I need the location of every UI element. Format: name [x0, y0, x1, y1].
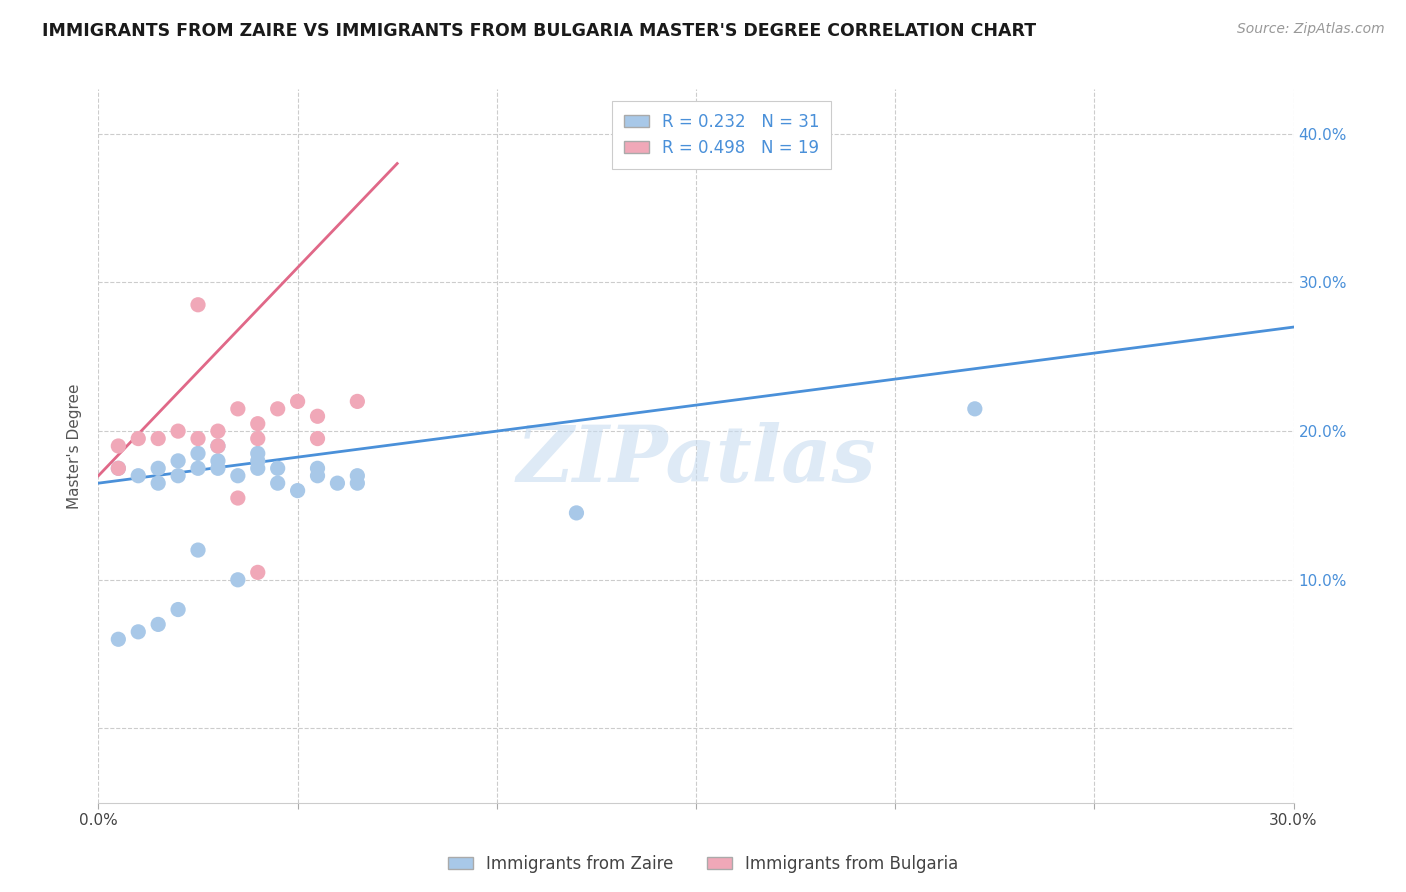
Point	[107, 439, 129, 453]
Legend: R = 0.232   N = 31, R = 0.498   N = 19: R = 0.232 N = 31, R = 0.498 N = 19	[612, 101, 831, 169]
Point	[246, 566, 269, 580]
Point	[187, 543, 209, 558]
Text: IMMIGRANTS FROM ZAIRE VS IMMIGRANTS FROM BULGARIA MASTER'S DEGREE CORRELATION CH: IMMIGRANTS FROM ZAIRE VS IMMIGRANTS FROM…	[42, 22, 1036, 40]
Point	[246, 446, 269, 460]
Point	[226, 401, 249, 416]
Point	[287, 483, 309, 498]
Point	[346, 476, 368, 491]
Point	[207, 424, 229, 438]
Point	[167, 454, 190, 468]
Point	[226, 468, 249, 483]
Point	[207, 439, 229, 453]
Point	[207, 454, 229, 468]
Point	[246, 432, 269, 446]
Point	[148, 617, 170, 632]
Point	[267, 461, 290, 475]
Point	[107, 461, 129, 475]
Point	[346, 468, 368, 483]
Point	[148, 476, 170, 491]
Point	[307, 409, 329, 424]
Point	[187, 298, 209, 312]
Point	[167, 602, 190, 616]
Point	[246, 417, 269, 431]
Point	[148, 432, 170, 446]
Point	[246, 454, 269, 468]
Point	[246, 461, 269, 475]
Y-axis label: Master's Degree: Master's Degree	[67, 384, 83, 508]
Point	[287, 394, 309, 409]
Point	[167, 468, 190, 483]
Point	[267, 401, 290, 416]
Point	[226, 573, 249, 587]
Point	[565, 506, 588, 520]
Point	[226, 491, 249, 505]
Point	[167, 424, 190, 438]
Point	[127, 624, 149, 639]
Point	[267, 476, 290, 491]
Point	[107, 632, 129, 647]
Point	[346, 394, 368, 409]
Point	[307, 432, 329, 446]
Point	[187, 461, 209, 475]
Point	[307, 468, 329, 483]
Point	[187, 432, 209, 446]
Text: ZIPatlas: ZIPatlas	[516, 422, 876, 499]
Legend: Immigrants from Zaire, Immigrants from Bulgaria: Immigrants from Zaire, Immigrants from B…	[441, 848, 965, 880]
Point	[207, 439, 229, 453]
Point	[963, 401, 986, 416]
Text: Source: ZipAtlas.com: Source: ZipAtlas.com	[1237, 22, 1385, 37]
Point	[127, 432, 149, 446]
Point	[127, 468, 149, 483]
Point	[107, 461, 129, 475]
Point	[148, 461, 170, 475]
Point	[207, 461, 229, 475]
Point	[307, 461, 329, 475]
Point	[187, 446, 209, 460]
Point	[326, 476, 349, 491]
